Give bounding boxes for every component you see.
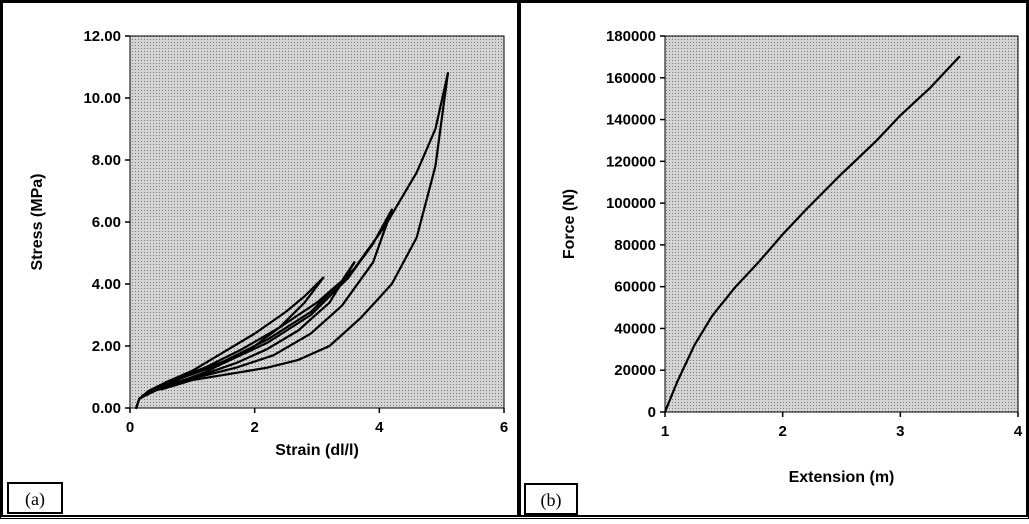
x-tick-label: 3 [896, 423, 904, 440]
y-tick-label: 60000 [614, 279, 656, 296]
panel-frame [1, 1, 519, 517]
series-line-4 [166, 261, 356, 386]
x-axis-label: Strain (dl/l) [275, 442, 359, 459]
y-tick-label: 10.00 [83, 90, 121, 107]
x-tick-label: 6 [500, 419, 508, 436]
panel-frame [519, 1, 1028, 517]
y-tick-label: 20000 [614, 362, 656, 379]
panel-label-box [524, 483, 578, 515]
x-tick-label: 2 [778, 423, 786, 440]
y-tick-label: 12.00 [83, 28, 121, 45]
y-tick-label: 40000 [614, 320, 656, 337]
y-tick-label: 0.00 [92, 400, 121, 417]
plot-area [664, 35, 1019, 413]
series-line-6 [166, 208, 393, 388]
y-tick-label: 0 [648, 404, 656, 421]
y-tick-label: 120000 [606, 153, 656, 170]
y-tick-label: 80000 [614, 237, 656, 254]
y-tick-label: 8.00 [92, 152, 121, 169]
x-tick-label: 4 [1014, 423, 1023, 440]
series-line-8 [160, 72, 449, 391]
y-tick-label: 180000 [606, 28, 656, 45]
y-tick-label: 4.00 [92, 276, 121, 293]
chart-panel-a: 0.00 2.00 4.00 6.00 8.00 10.00 12.00 0 2 4 6 Strain… [1, 1, 519, 517]
series-line-7 [141, 72, 449, 397]
x-axis-label: Extension (m) [789, 469, 895, 486]
x-tick-label: 0 [126, 419, 134, 436]
y-tick-label: 140000 [606, 112, 656, 129]
series-line-1 [663, 55, 961, 414]
y-axis-label: Stress (MPa) [29, 174, 46, 271]
panel-label: (a) [25, 489, 45, 510]
x-tick-label: 2 [250, 419, 258, 436]
panel-label-box [7, 482, 63, 514]
y-tick-label: 2.00 [92, 338, 121, 355]
y-axis-label: Force (N) [561, 189, 578, 259]
panel-label: (b) [541, 490, 562, 511]
y-tick-label: 160000 [606, 70, 656, 87]
y-tick-label: 100000 [606, 195, 656, 212]
chart-panel-b: 0 20000 40000 60000 80000 100000 120000 140000 1… [519, 1, 1028, 517]
y-tick-label: 6.00 [92, 214, 121, 231]
x-tick-label: 4 [375, 419, 384, 436]
x-tick-label: 1 [661, 423, 669, 440]
